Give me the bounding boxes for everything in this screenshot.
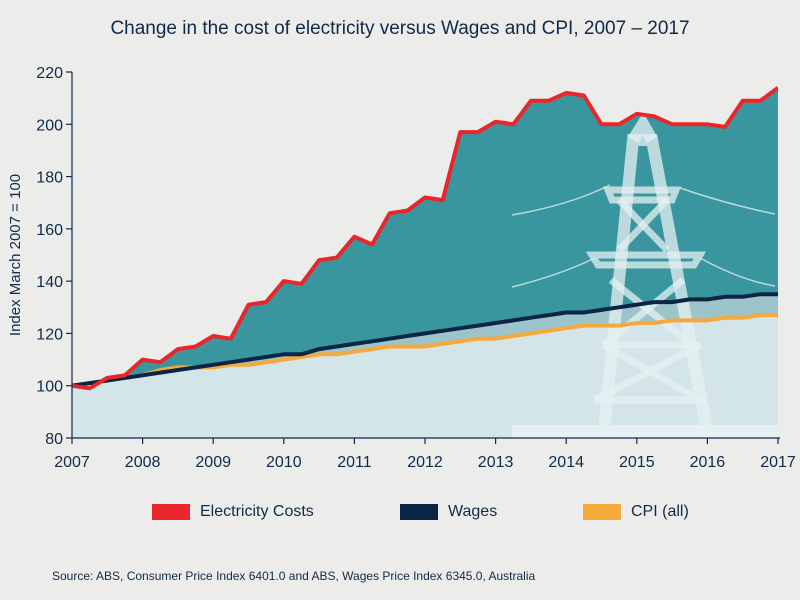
legend-swatch-electricity (152, 504, 190, 520)
legend-swatch-wages (400, 504, 438, 520)
legend: Electricity Costs Wages CPI (all) (0, 503, 800, 529)
y-tick-label: 180 (36, 170, 63, 187)
x-tick-label: 2017 (760, 454, 796, 471)
legend-label-cpi: CPI (all) (631, 503, 689, 520)
y-tick-label: 160 (36, 222, 63, 239)
legend-item-cpi: CPI (all) (583, 503, 689, 521)
x-tick-label: 2015 (619, 454, 655, 471)
y-tick-label: 200 (36, 117, 63, 134)
pylon-strut (593, 341, 702, 404)
series-line-electricity-costs (72, 86, 778, 391)
pylon-strut (601, 277, 686, 348)
legend-label-wages: Wages (448, 503, 498, 520)
power-line (699, 257, 776, 287)
y-tick-label: 100 (36, 379, 63, 396)
x-tick-label: 2014 (548, 454, 584, 471)
series-line-wages (72, 292, 778, 388)
power-line (511, 257, 596, 288)
x-tick-label: 2012 (407, 454, 443, 471)
x-tick-label: 2016 (690, 454, 726, 471)
chart-title: Change in the cost of electricity versus… (110, 18, 690, 39)
y-axis-label: Index March 2007 = 100 (7, 174, 24, 336)
x-tick-label: 2009 (195, 454, 231, 471)
pylon-strut (627, 112, 658, 144)
power-line (679, 187, 776, 215)
x-tick-label: 2013 (478, 454, 514, 471)
x-tick-label: 2008 (125, 454, 161, 471)
source-note: Source: ABS, Consumer Price Index 6401.0… (52, 569, 536, 583)
pylon-strut (616, 197, 670, 253)
x-tick-label: 2011 (337, 454, 372, 471)
pylon-illustration (511, 112, 778, 438)
power-line (511, 184, 611, 216)
pylon-base (512, 425, 778, 438)
y-tick-label: 140 (36, 274, 63, 291)
legend-label-electricity: Electricity Costs (200, 503, 314, 520)
legend-item-electricity: Electricity Costs (152, 503, 314, 521)
legend-swatch-cpi (583, 504, 621, 520)
electricity-area (72, 87, 778, 389)
pylon-strut (602, 186, 682, 204)
legend-item-wages: Wages (400, 503, 497, 521)
x-tick-label: 2010 (266, 454, 302, 471)
y-tick-label: 120 (36, 326, 63, 343)
x-tick-label: 2007 (54, 454, 90, 471)
y-tick-label: 80 (45, 431, 63, 448)
y-tick-label: 220 (36, 65, 63, 82)
